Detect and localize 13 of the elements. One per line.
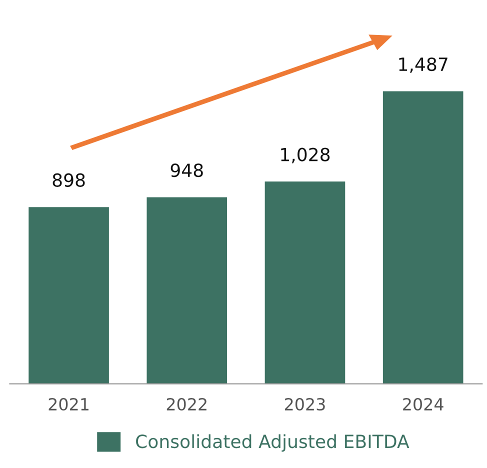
x-tick-label: 2024 — [403, 398, 444, 411]
legend-label: Consolidated Adjusted EBITDA — [136, 434, 410, 452]
bar — [264, 182, 346, 384]
x-tick-label: 2021 — [48, 398, 88, 411]
x-tick-label: 2022 — [166, 398, 206, 411]
data-label: 1,487 — [399, 57, 448, 73]
x-tick-label: 2023 — [284, 398, 325, 411]
bar — [382, 91, 464, 384]
data-label: 1,028 — [281, 148, 330, 164]
data-label: 898 — [52, 173, 85, 187]
data-label: 948 — [170, 163, 203, 178]
bar — [28, 207, 109, 384]
bar — [146, 197, 228, 384]
